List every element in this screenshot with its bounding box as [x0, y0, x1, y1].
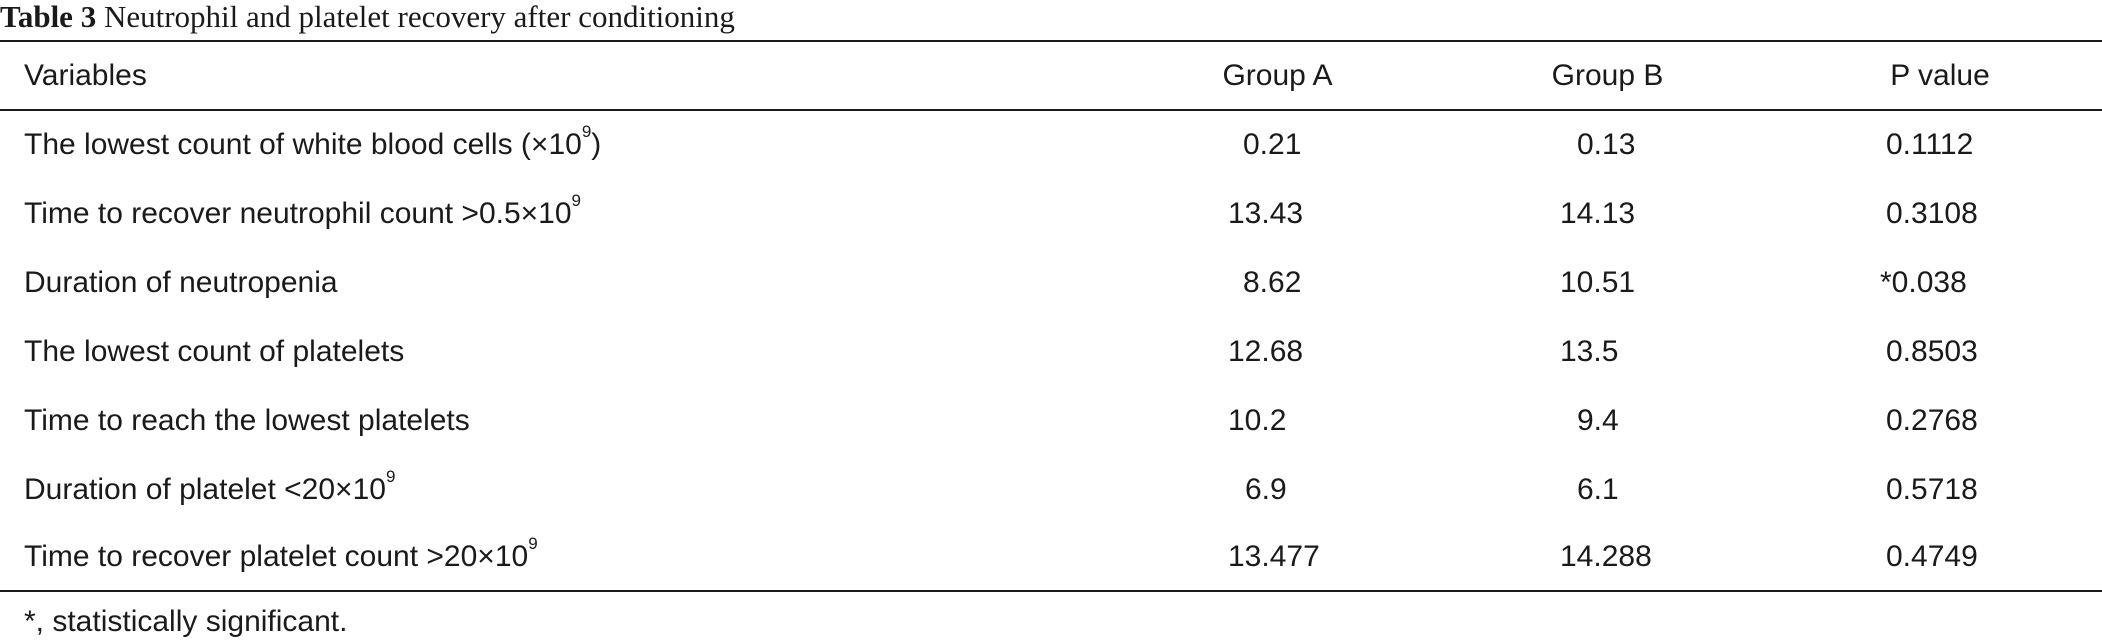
row-p-value: 0.3108 [1886, 197, 1978, 230]
row-group-b: 13.5 [1560, 335, 1619, 368]
row-variable: Time to reach the lowest platelets [24, 404, 470, 437]
table-row: Time to recover platelet count >20×109 1… [0, 523, 2102, 591]
row-group-a: 12.68 [1228, 335, 1304, 368]
table-row: The lowest count of platelets 12.68 13.5… [0, 318, 2102, 386]
table-bottom-rule [0, 590, 2102, 592]
row-group-b: 0.13 [1577, 128, 1636, 161]
row-variable: Duration of neutropenia [24, 266, 338, 299]
table-row: Duration of neutropenia 8.62 10.51 *0.03… [0, 249, 2102, 317]
table-row: Time to reach the lowest platelets 10.2 … [0, 387, 2102, 455]
table-footnote: *, statistically significant. [24, 605, 348, 638]
header-p-value: P value [1890, 59, 1990, 92]
table-title-text: Neutrophil and platelet recovery after c… [103, 0, 735, 34]
row-group-a: 0.21 [1243, 128, 1302, 161]
table-top-rule [0, 40, 2102, 42]
table-row: Time to recover neutrophil count >0.5×10… [0, 180, 2102, 248]
row-variable: The lowest count of platelets [24, 335, 405, 368]
row-group-a: 13.43 [1228, 197, 1304, 230]
row-p-value: 0.2768 [1886, 404, 1978, 437]
row-group-b: 9.4 [1577, 404, 1619, 437]
table-title-label: Table 3 [0, 0, 97, 34]
header-group-b: Group B [1551, 59, 1664, 92]
table-row: Duration of platelet <20×109 6.9 6.1 0.5… [0, 456, 2102, 524]
row-variable: Time to recover platelet count >20×109 [24, 534, 538, 573]
row-p-value: 0.5718 [1886, 473, 1978, 506]
row-group-b: 6.1 [1577, 473, 1619, 506]
row-p-value: 0.1112 [1886, 128, 1974, 161]
row-group-b: 14.13 [1560, 197, 1636, 230]
row-group-a: 8.62 [1243, 266, 1302, 299]
row-group-a: 6.9 [1245, 473, 1287, 506]
row-group-b: 10.51 [1560, 266, 1636, 299]
row-group-b: 14.288 [1560, 540, 1652, 573]
table-header-row: Variables Group A Group B P value [0, 42, 2102, 110]
row-variable: Time to recover neutrophil count >0.5×10… [24, 191, 582, 230]
table-header-rule [0, 109, 2102, 111]
row-group-a: 10.2 [1228, 404, 1287, 437]
header-variables: Variables [24, 59, 147, 92]
row-p-value: 0.4749 [1886, 540, 1978, 573]
table-title: Table 3 Neutrophil and platelet recovery… [0, 0, 735, 36]
row-group-a: 13.477 [1228, 540, 1320, 573]
row-p-value: 0.8503 [1886, 335, 1978, 368]
header-group-a: Group A [1222, 59, 1333, 92]
row-variable: The lowest count of white blood cells (×… [24, 122, 602, 161]
table-row: The lowest count of white blood cells (×… [0, 111, 2102, 179]
row-p-value: *0.038 [1880, 266, 1967, 299]
row-variable: Duration of platelet <20×109 [24, 467, 396, 506]
